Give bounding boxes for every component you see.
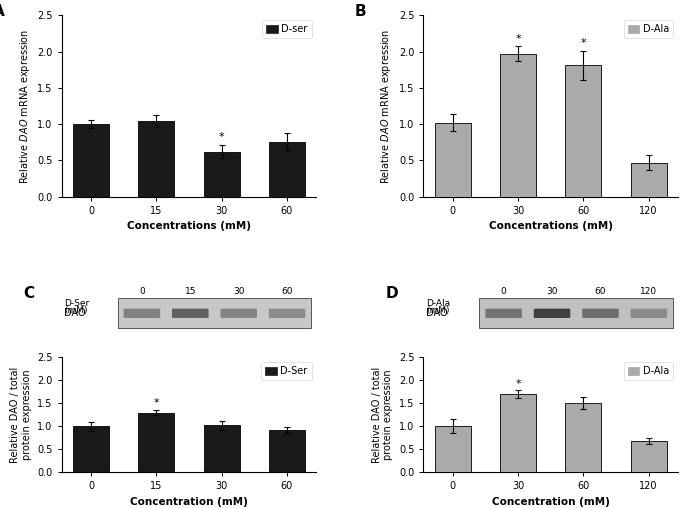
FancyBboxPatch shape	[582, 309, 619, 318]
Text: B: B	[355, 5, 366, 19]
Bar	[269, 142, 305, 197]
Text: D: D	[385, 287, 398, 301]
X-axis label: Concentrations (mM): Concentrations (mM)	[489, 221, 613, 231]
Y-axis label: Relative $\it{DAO}$ mRNA expression: Relative $\it{DAO}$ mRNA expression	[18, 28, 32, 183]
X-axis label: Concentrations (mM): Concentrations (mM)	[127, 221, 251, 231]
X-axis label: Concentration (mM): Concentration (mM)	[492, 497, 610, 507]
Text: 30: 30	[547, 287, 558, 296]
Text: *: *	[515, 34, 521, 44]
Legend: D-Ala: D-Ala	[624, 362, 673, 380]
Legend: D-Ser: D-Ser	[261, 362, 312, 380]
Bar	[631, 163, 667, 197]
Text: 0: 0	[501, 287, 506, 296]
Text: D-Ala: D-Ala	[426, 299, 450, 308]
Text: D-Ser: D-Ser	[64, 299, 90, 308]
Bar	[203, 152, 240, 197]
Text: DAO: DAO	[64, 308, 86, 319]
Bar	[269, 430, 305, 472]
FancyBboxPatch shape	[123, 309, 160, 318]
FancyBboxPatch shape	[172, 309, 208, 318]
FancyBboxPatch shape	[631, 309, 667, 318]
Bar	[565, 66, 601, 197]
Bar	[118, 298, 311, 328]
Bar	[631, 441, 667, 472]
Bar	[435, 122, 471, 197]
Text: (mM): (mM)	[426, 306, 449, 315]
Y-axis label: Relative DAO / total
protein expression: Relative DAO / total protein expression	[372, 367, 393, 463]
Bar	[73, 426, 109, 472]
Bar	[73, 124, 109, 197]
Bar	[138, 412, 175, 472]
Bar	[500, 54, 536, 197]
Text: 15: 15	[184, 287, 196, 296]
X-axis label: Concentration (mM): Concentration (mM)	[130, 497, 248, 507]
Text: *: *	[153, 398, 159, 408]
Legend: D-Ala: D-Ala	[624, 20, 673, 38]
Text: (mM): (mM)	[64, 306, 88, 315]
FancyBboxPatch shape	[221, 309, 257, 318]
Bar	[565, 403, 601, 472]
Text: 0: 0	[139, 287, 145, 296]
FancyBboxPatch shape	[534, 309, 571, 318]
Text: *: *	[219, 132, 225, 142]
Bar	[435, 426, 471, 472]
FancyBboxPatch shape	[486, 309, 522, 318]
Bar	[138, 121, 175, 197]
Text: C: C	[23, 287, 34, 301]
Text: *: *	[581, 38, 586, 48]
Legend: D-ser: D-ser	[262, 20, 312, 38]
Y-axis label: Relative $\it{DAO}$ mRNA expression: Relative $\it{DAO}$ mRNA expression	[379, 28, 393, 183]
FancyBboxPatch shape	[269, 309, 306, 318]
Text: 60: 60	[595, 287, 606, 296]
Bar	[203, 426, 240, 472]
Text: 120: 120	[640, 287, 658, 296]
Text: A: A	[0, 5, 5, 19]
Y-axis label: Relative DAO / total
protein expression: Relative DAO / total protein expression	[10, 367, 32, 463]
Bar	[479, 298, 673, 328]
Text: 60: 60	[282, 287, 293, 296]
Text: DAO: DAO	[426, 308, 447, 319]
Text: 30: 30	[233, 287, 245, 296]
Bar	[500, 394, 536, 472]
Text: *: *	[515, 378, 521, 389]
